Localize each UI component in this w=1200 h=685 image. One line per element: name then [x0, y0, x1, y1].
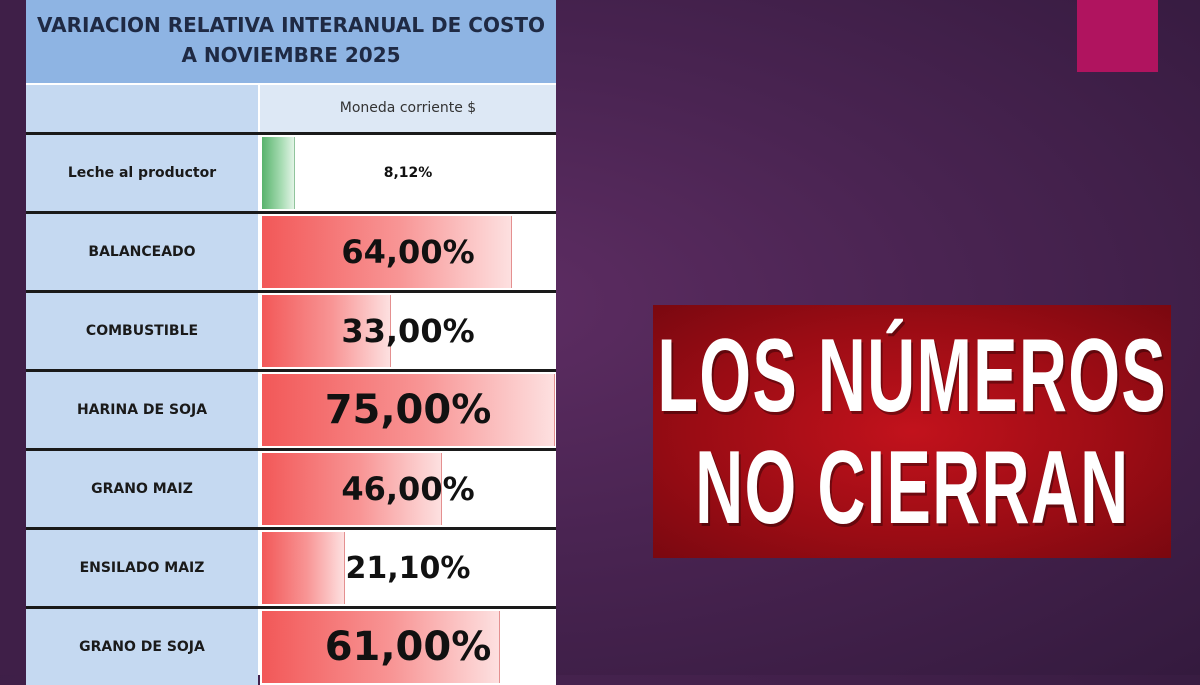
data-value-label: 33,00% [341, 312, 475, 350]
row-label: HARINA DE SOJA [26, 372, 258, 448]
data-bar [262, 216, 512, 288]
table-row: GRANO MAIZ 46,00% [26, 451, 556, 527]
row-value-cell: 8,12% [260, 135, 556, 211]
row-separator [26, 606, 556, 609]
table-row: HARINA DE SOJA 75,00% [26, 372, 556, 448]
data-value-label: 21,10% [345, 550, 471, 586]
row-value-cell: 75,00% [260, 372, 556, 448]
table-row: Leche al productor 8,12% [26, 135, 556, 211]
row-value-cell: 64,00% [260, 214, 556, 290]
header-empty-cell [26, 85, 258, 132]
table-row: BALANCEADO 64,00% [26, 214, 556, 290]
data-bar [262, 295, 391, 367]
table-title-line1: VARIACION RELATIVA INTERANUAL DE COSTO [37, 13, 545, 37]
table-title: VARIACION RELATIVA INTERANUAL DE COSTO A… [26, 0, 556, 83]
row-label: COMBUSTIBLE [26, 293, 258, 369]
table-row: GRANO DE SOJA 61,00% [26, 609, 556, 685]
data-bar [262, 374, 555, 446]
row-separator [26, 369, 556, 372]
headline-banner: LOS NÚMEROS NO CIERRAN [653, 305, 1171, 558]
row-separator [26, 132, 556, 135]
data-value-label: 75,00% [324, 387, 492, 433]
accent-square [1077, 0, 1158, 72]
row-label: GRANO DE SOJA [26, 609, 258, 685]
row-value-cell: 61,00% [260, 609, 556, 685]
row-separator [26, 290, 556, 293]
headline-line1: LOS NÚMEROS [657, 317, 1167, 434]
table-title-line2: A NOVIEMBRE 2025 [181, 43, 401, 67]
table-row: ENSILADO MAIZ 21,10% [26, 530, 556, 606]
left-margin-strip [0, 0, 26, 675]
row-label: ENSILADO MAIZ [26, 530, 258, 606]
cost-variation-table: VARIACION RELATIVA INTERANUAL DE COSTO A… [26, 0, 556, 685]
data-value-label: 8,12% [383, 165, 433, 181]
data-bar [262, 611, 500, 683]
row-value-cell: 33,00% [260, 293, 556, 369]
headline-line2: NO CIERRAN [694, 429, 1130, 546]
row-value-cell: 21,10% [260, 530, 556, 606]
row-separator [26, 527, 556, 530]
row-separator [26, 448, 556, 451]
data-bar [262, 453, 442, 525]
row-label: BALANCEADO [26, 214, 258, 290]
data-value-label: 64,00% [341, 233, 475, 271]
row-separator [26, 211, 556, 214]
row-value-cell: 46,00% [260, 451, 556, 527]
data-bar [262, 532, 345, 604]
data-value-label: 61,00% [324, 624, 492, 670]
row-label: Leche al productor [26, 135, 258, 211]
data-bar [262, 137, 295, 209]
column-header: Moneda corriente $ [260, 85, 556, 132]
row-label: GRANO MAIZ [26, 451, 258, 527]
table-row: COMBUSTIBLE 33,00% [26, 293, 556, 369]
data-value-label: 46,00% [341, 470, 475, 508]
